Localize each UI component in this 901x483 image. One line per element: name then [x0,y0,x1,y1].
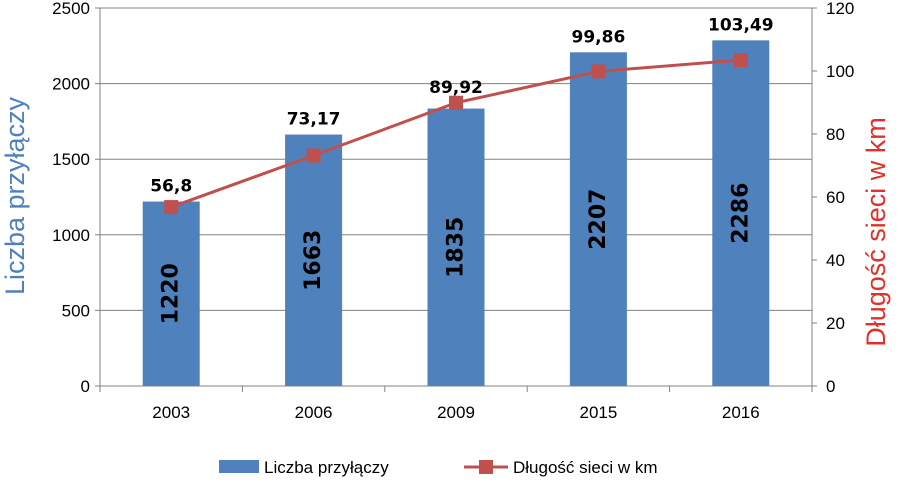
y-left-tick-label: 0 [81,377,90,396]
bar-value-label: 1220 [159,263,184,324]
legend-bar-label: Liczba przyłączy [264,458,389,477]
y-right-tick-label: 100 [826,62,854,81]
y-right-tick-label: 120 [826,0,854,18]
y-left-axis-title: Liczba przyłączy [0,96,30,295]
data-labels: 1220 1663 1835 2207 2286 56,8 73,17 89,92 99,86 1… [150,15,773,324]
bars [142,40,770,386]
y-right-tick-label: 0 [826,377,835,396]
y-left-tick-label: 2000 [52,75,90,94]
x-tick-label: 2006 [295,403,333,422]
y-right-tick-label: 80 [826,125,845,144]
x-tick-label: 2009 [437,403,475,422]
line-value-label: 89,92 [429,78,483,98]
y-left-tick-label: 2500 [52,0,90,18]
line-value-label: 73,17 [287,110,341,130]
line-series [164,53,748,215]
legend-bar-swatch [219,460,259,473]
bar [427,108,485,386]
bar-value-label: 2207 [586,189,611,250]
line-value-label: 56,8 [150,177,192,197]
bar [142,201,200,386]
line-value-label: 103,49 [708,15,774,35]
y-right-tick-label: 20 [826,314,845,333]
x-tick-label: 2016 [722,403,760,422]
bar [569,52,627,386]
line-marker [591,64,606,79]
bar-value-label: 1835 [444,217,469,278]
bar [285,134,343,386]
legend-line-label: Długość sieci w km [513,458,658,477]
bar-value-label: 2286 [728,183,753,244]
y-left-tick-label: 1000 [52,226,90,245]
x-tick-label: 2003 [152,403,190,422]
y-right-axis-title: Długość sieci w km [861,117,891,347]
y-left-tick-label: 500 [62,301,90,320]
line-marker [164,200,179,215]
legend: Liczba przyłączy Długość sieci w km [219,458,658,477]
axes: 0 500 1000 1500 2000 2500 0 20 40 60 80 100 120 2003 2… [52,0,854,422]
line-marker [306,148,321,163]
bar [712,40,770,386]
x-tick-label: 2015 [579,403,617,422]
bar-value-label: 1663 [301,230,326,291]
y-right-tick-label: 40 [826,251,845,270]
line-marker [733,53,748,68]
line-value-label: 99,86 [572,27,626,47]
y-left-tick-label: 1500 [52,150,90,169]
legend-line-marker [479,460,493,474]
line-marker [449,95,463,110]
y-right-tick-label: 60 [826,188,845,207]
